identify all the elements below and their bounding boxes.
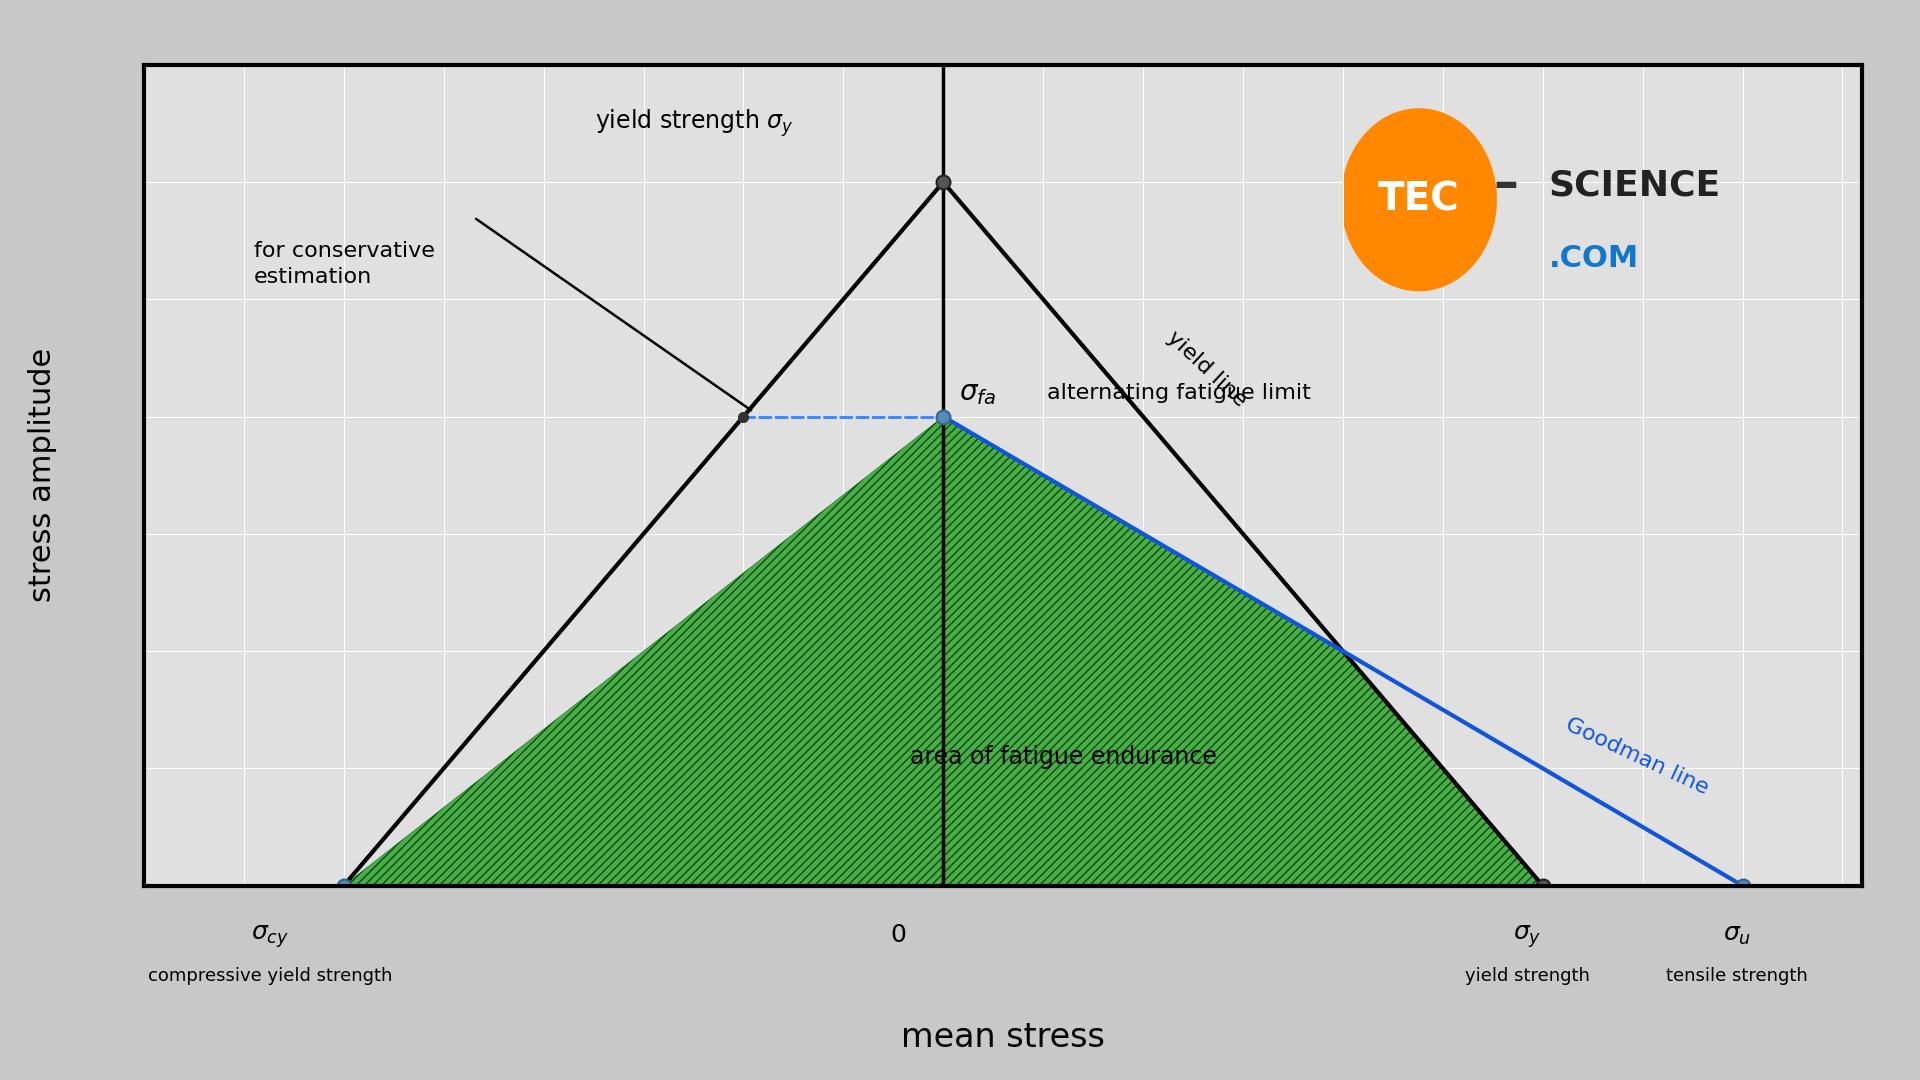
Text: yield line: yield line [1164, 327, 1250, 410]
Text: area of fatigue endurance: area of fatigue endurance [910, 744, 1217, 769]
Polygon shape [344, 417, 1542, 886]
Text: SCIENCE: SCIENCE [1549, 168, 1720, 202]
Text: stress amplitude: stress amplitude [27, 348, 58, 603]
Text: $\sigma_u$: $\sigma_u$ [1722, 923, 1751, 947]
Text: Goodman line: Goodman line [1563, 715, 1713, 798]
Text: –: – [1494, 161, 1519, 210]
Text: 0: 0 [891, 923, 906, 947]
Text: alternating fatigue limit: alternating fatigue limit [1046, 382, 1311, 403]
Text: compressive yield strength: compressive yield strength [148, 967, 392, 985]
Text: yield strength: yield strength [1465, 967, 1590, 985]
Text: TEC: TEC [1379, 180, 1459, 219]
Text: yield strength $\sigma_y$: yield strength $\sigma_y$ [595, 108, 793, 139]
Text: $\sigma_{fa}$: $\sigma_{fa}$ [960, 379, 996, 407]
Text: mean stress: mean stress [900, 1021, 1106, 1054]
Text: .COM: .COM [1549, 244, 1640, 273]
Text: for conservative
estimation: for conservative estimation [253, 241, 434, 287]
Text: $\sigma_y$: $\sigma_y$ [1513, 923, 1542, 950]
Text: tensile strength: tensile strength [1667, 967, 1807, 985]
Circle shape [1342, 109, 1496, 291]
Text: $\sigma_{cy}$: $\sigma_{cy}$ [252, 923, 288, 950]
